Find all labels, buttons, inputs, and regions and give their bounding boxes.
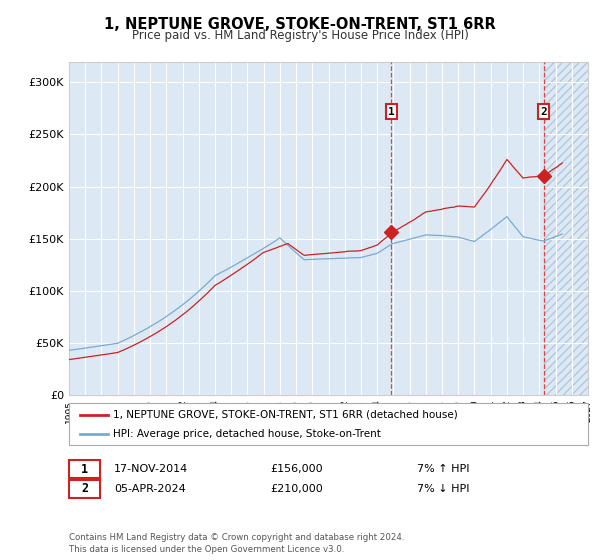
Text: 7% ↓ HPI: 7% ↓ HPI — [417, 484, 469, 494]
Text: 05-APR-2024: 05-APR-2024 — [114, 484, 186, 494]
Text: 1, NEPTUNE GROVE, STOKE-ON-TRENT, ST1 6RR (detached house): 1, NEPTUNE GROVE, STOKE-ON-TRENT, ST1 6R… — [113, 409, 458, 419]
Bar — [544, 62, 588, 395]
Text: 7% ↑ HPI: 7% ↑ HPI — [417, 464, 469, 474]
Text: £210,000: £210,000 — [270, 484, 323, 494]
Text: 2: 2 — [81, 482, 88, 496]
Text: £156,000: £156,000 — [270, 464, 323, 474]
Text: Price paid vs. HM Land Registry's House Price Index (HPI): Price paid vs. HM Land Registry's House … — [131, 29, 469, 42]
Text: 1: 1 — [81, 463, 88, 476]
Text: HPI: Average price, detached house, Stoke-on-Trent: HPI: Average price, detached house, Stok… — [113, 429, 380, 439]
Text: 17-NOV-2014: 17-NOV-2014 — [114, 464, 188, 474]
Text: 2: 2 — [541, 106, 547, 116]
Text: 1, NEPTUNE GROVE, STOKE-ON-TRENT, ST1 6RR: 1, NEPTUNE GROVE, STOKE-ON-TRENT, ST1 6R… — [104, 17, 496, 32]
Text: 1: 1 — [388, 106, 395, 116]
Text: Contains HM Land Registry data © Crown copyright and database right 2024.
This d: Contains HM Land Registry data © Crown c… — [69, 533, 404, 554]
